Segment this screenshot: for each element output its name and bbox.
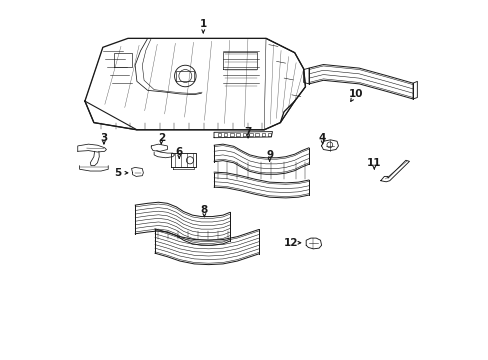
Text: 10: 10 [348,89,362,99]
Text: 8: 8 [200,206,207,216]
Text: 11: 11 [366,158,381,168]
Text: 6: 6 [175,147,183,157]
Text: 1: 1 [199,19,206,29]
Text: 3: 3 [100,133,107,143]
Text: 7: 7 [244,127,251,136]
Text: 12: 12 [284,238,298,248]
Text: 5: 5 [114,168,122,178]
Text: 4: 4 [318,133,325,143]
Text: 9: 9 [265,150,273,160]
Text: 2: 2 [157,133,164,143]
